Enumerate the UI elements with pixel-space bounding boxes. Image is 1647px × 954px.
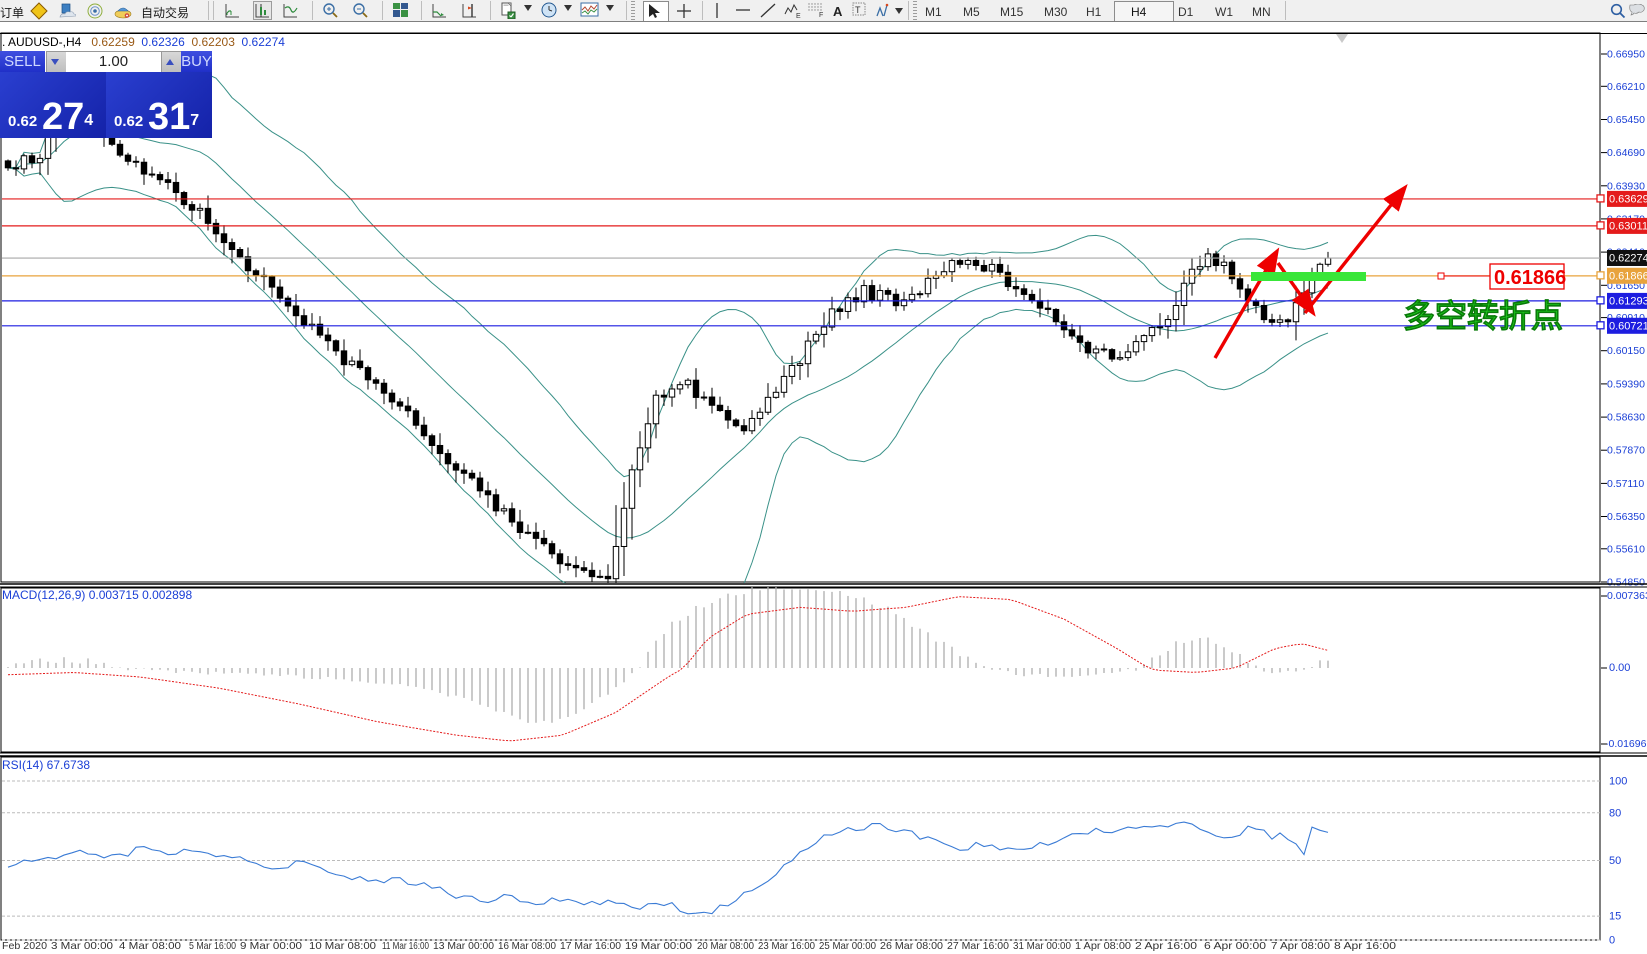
svg-text:5 Mar 16:00: 5 Mar 16:00 xyxy=(189,940,236,952)
svg-text:20 Mar 08:00: 20 Mar 08:00 xyxy=(697,940,754,952)
svg-text:-0.01696: -0.01696 xyxy=(1605,738,1647,750)
svg-text:Feb 2020: Feb 2020 xyxy=(2,940,47,952)
svg-text:7 Apr 08:00: 7 Apr 08:00 xyxy=(1271,940,1330,952)
svg-text:3 Mar 00:00: 3 Mar 00:00 xyxy=(51,940,113,952)
svg-text:MACD(12,26,9) 0.003715 0.00289: MACD(12,26,9) 0.003715 0.002898 xyxy=(2,588,192,602)
svg-text:2 Apr 16:00: 2 Apr 16:00 xyxy=(1135,940,1197,952)
svg-text:13 Mar 00:00: 13 Mar 00:00 xyxy=(433,940,494,952)
svg-text:16 Mar 08:00: 16 Mar 08:00 xyxy=(498,940,556,952)
svg-text:80: 80 xyxy=(1609,807,1621,819)
svg-text:17 Mar 16:00: 17 Mar 16:00 xyxy=(560,940,621,952)
svg-text:1 Apr 08:00: 1 Apr 08:00 xyxy=(1075,940,1131,952)
svg-text:E: E xyxy=(796,13,801,19)
svg-text:26 Mar 08:00: 26 Mar 08:00 xyxy=(880,940,943,952)
svg-text:0.007363: 0.007363 xyxy=(1607,590,1647,602)
svg-text:RSI(14) 67.6738: RSI(14) 67.6738 xyxy=(2,758,90,772)
svg-text:27 Mar 16:00: 27 Mar 16:00 xyxy=(947,940,1009,952)
svg-text:4 Mar 08:00: 4 Mar 08:00 xyxy=(119,940,181,952)
svg-text:6 Apr 00:00: 6 Apr 00:00 xyxy=(1204,940,1266,952)
svg-text:9 Mar 00:00: 9 Mar 00:00 xyxy=(240,940,302,952)
svg-text:0.00: 0.00 xyxy=(1609,662,1630,674)
svg-text:19 Mar 00:00: 19 Mar 00:00 xyxy=(625,940,692,952)
svg-text:100: 100 xyxy=(1609,776,1627,788)
svg-text:10 Mar 08:00: 10 Mar 08:00 xyxy=(309,940,376,952)
svg-text:31 Mar 00:00: 31 Mar 00:00 xyxy=(1013,940,1071,952)
svg-text:23 Mar 16:00: 23 Mar 16:00 xyxy=(758,940,815,952)
svg-text:11 Mar 16:00: 11 Mar 16:00 xyxy=(382,940,429,952)
svg-text:15: 15 xyxy=(1609,911,1621,923)
svg-text:T: T xyxy=(855,5,861,15)
svg-text:8 Apr 16:00: 8 Apr 16:00 xyxy=(1334,940,1396,952)
svg-text:50: 50 xyxy=(1609,855,1621,867)
svg-text:0: 0 xyxy=(1609,935,1615,947)
svg-text:F: F xyxy=(819,12,823,18)
svg-text:25 Mar 00:00: 25 Mar 00:00 xyxy=(819,940,876,952)
